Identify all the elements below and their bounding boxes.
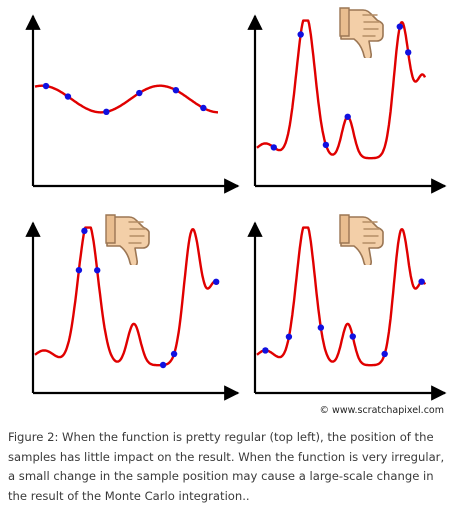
sample-point (42, 82, 50, 90)
function-curve (256, 19, 427, 160)
sample-point (170, 350, 178, 358)
sample-point (344, 113, 351, 120)
thumbs-down-icon (105, 214, 150, 265)
sample-point (297, 31, 304, 38)
sample-point (200, 104, 207, 112)
sample-point (396, 23, 403, 30)
sample-point (75, 266, 83, 274)
function-curve (34, 84, 219, 114)
sample-point (349, 333, 356, 340)
figure (25, 7, 447, 401)
thumbs-down-icon (339, 214, 384, 265)
top-left-regular-function (25, 14, 240, 194)
figure-caption: Figure 2: When the function is pretty re… (8, 430, 445, 503)
top-right-irregular-function (247, 7, 447, 194)
sample-point (172, 86, 180, 94)
sample-point (317, 324, 325, 331)
thumbs-down-icon (339, 7, 384, 58)
bottom-right-irregular-function (247, 214, 447, 401)
sample-point (285, 333, 293, 340)
sample-point (159, 361, 167, 369)
sample-point (94, 267, 101, 274)
sample-point (212, 278, 220, 285)
sample-point (405, 49, 412, 56)
sample-point (322, 141, 330, 149)
sample-point (381, 350, 388, 358)
copyright-credit: © www.scratchapixel.com (319, 405, 444, 416)
sample-point (136, 89, 143, 97)
sample-point (262, 347, 269, 354)
function-curve (34, 226, 220, 367)
sample-point (270, 144, 277, 151)
sample-point (64, 93, 72, 100)
sample-point (103, 108, 110, 116)
sample-point (418, 278, 425, 285)
bottom-left-irregular-function (25, 214, 240, 401)
function-curve (256, 226, 427, 367)
sample-point (81, 227, 88, 235)
